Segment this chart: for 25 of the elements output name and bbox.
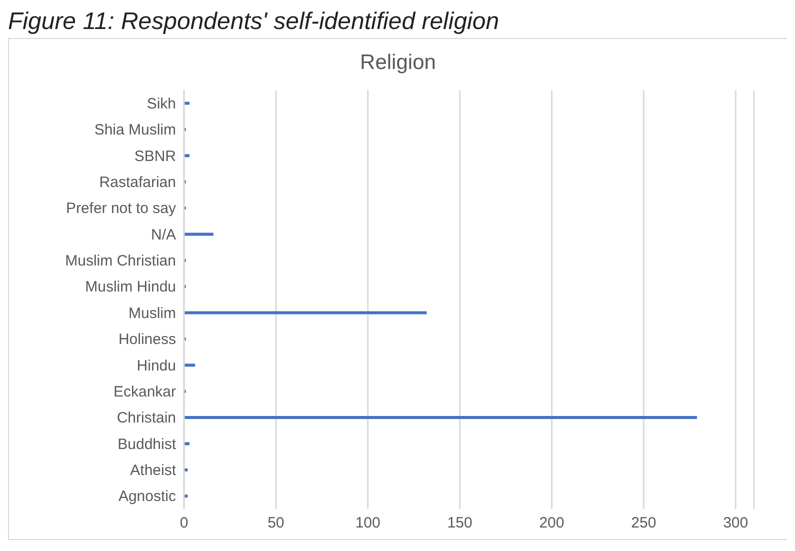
x-tick-label: 0	[180, 514, 188, 532]
y-tick-label: Muslim Christian	[65, 252, 176, 270]
y-tick-label: Muslim Hindu	[85, 278, 176, 296]
y-tick-label: Muslim	[128, 304, 176, 322]
y-tick-label: Shia Muslim	[94, 122, 176, 139]
y-tick-label: Hindu	[136, 357, 176, 374]
y-tick-label: Atheist	[130, 462, 177, 480]
caption: Figure 11: Respondents' self-identified religion	[8, 8, 500, 36]
x-tick-label: 250	[631, 514, 656, 532]
y-tick-label: N/A	[150, 226, 176, 244]
y-tick-label: Eckankar	[113, 383, 176, 400]
x-tick-label: 200	[539, 514, 564, 532]
y-tick-label: Rastafarian	[99, 174, 176, 191]
y-tick-label: Holiness	[118, 331, 176, 348]
x-tick-label: 150	[447, 514, 472, 532]
x-tick-label: 300	[723, 514, 748, 532]
y-tick-label: Buddhist	[118, 436, 177, 453]
x-tick-label: 50	[268, 514, 284, 532]
y-tick-label: Agnostic	[118, 488, 176, 506]
y-tick-label: Prefer not to say	[66, 200, 176, 218]
chart-title: Religion	[359, 50, 437, 76]
y-tick-label: Sikh	[146, 95, 176, 112]
y-tick-label: SBNR	[134, 148, 176, 165]
x-tick-label: 100	[355, 514, 380, 532]
y-tick-label: Christain	[116, 410, 176, 427]
